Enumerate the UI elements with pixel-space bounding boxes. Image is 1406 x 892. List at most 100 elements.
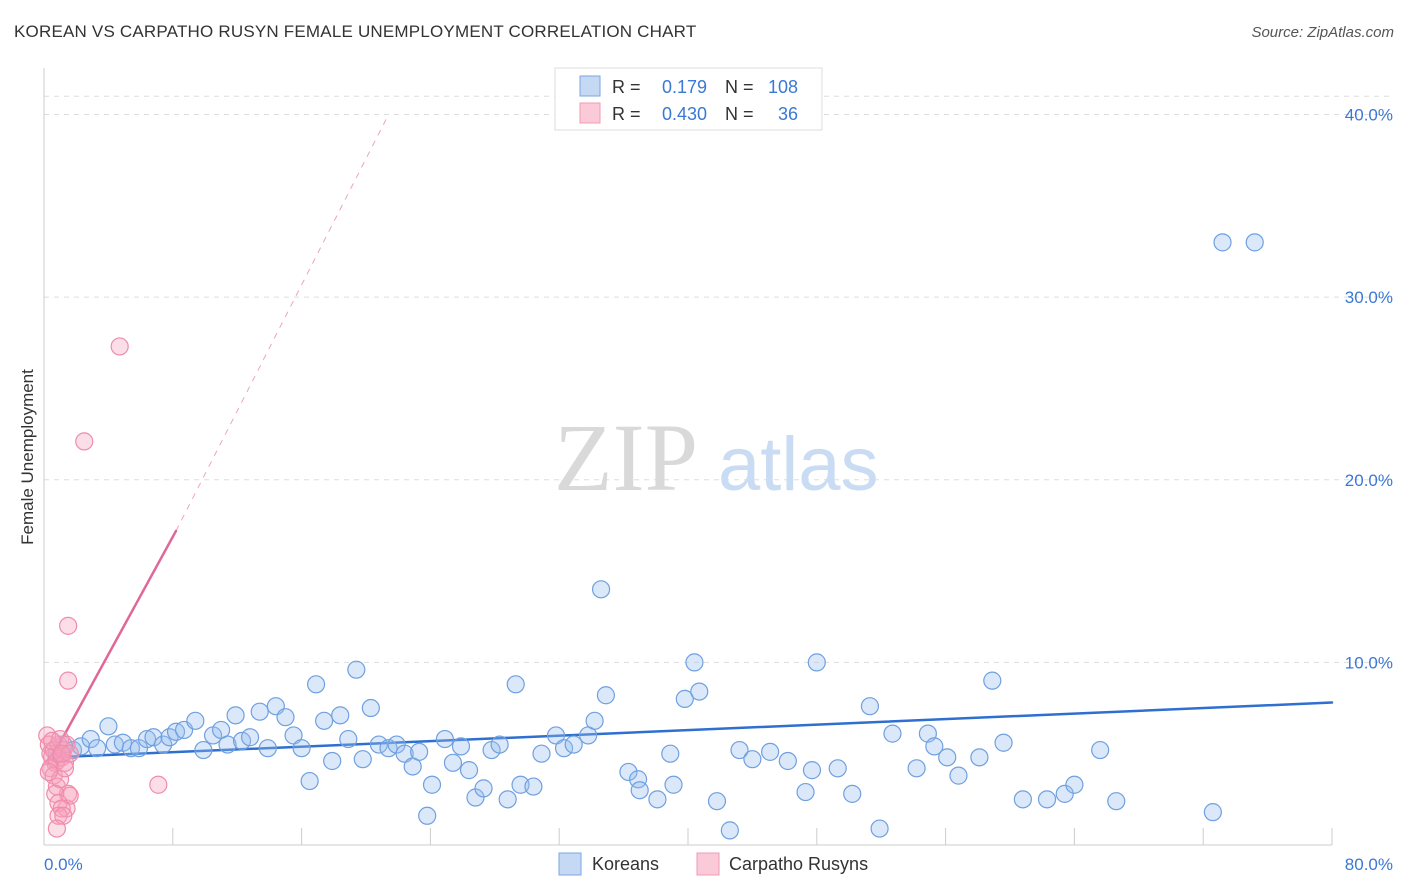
point-koreans-103 (1055, 784, 1074, 803)
stats-n-label-koreans: N = (725, 77, 754, 97)
point-koreans-62 (524, 777, 543, 796)
point-carpatho-rusyns-34 (39, 762, 58, 782)
point-koreans-41 (353, 750, 372, 769)
y-axis-label: Female Unemployment (18, 369, 37, 545)
point-koreans-70 (619, 762, 638, 782)
point-koreans-75 (664, 775, 683, 794)
point-carpatho-rusyns-30 (75, 432, 94, 451)
grid-lines (44, 95, 1392, 663)
point-koreans-1 (1245, 233, 1264, 252)
point-koreans-15 (144, 728, 163, 747)
watermark: ZIP atlas (554, 404, 879, 511)
point-koreans-100 (994, 733, 1013, 752)
point-carpatho-rusyns-33 (42, 731, 62, 751)
chart-title: KOREAN VS CARPATHO RUSYN FEMALE UNEMPLOY… (14, 22, 697, 41)
legend-swatch-koreans (558, 852, 582, 876)
trend-lines (50, 114, 1334, 759)
y-tick-label-10: 10.0% (1345, 653, 1393, 672)
point-koreans-24 (218, 735, 237, 754)
point-koreans-36 (315, 711, 334, 730)
watermark-zip: ZIP (554, 404, 698, 511)
point-carpatho-rusyns-35 (52, 744, 71, 763)
point-carpatho-rusyns-25 (47, 819, 66, 838)
stats-swatch-carpatho-rusyns (579, 102, 601, 124)
point-koreans-28 (250, 702, 269, 721)
point-carpatho-rusyns-19 (60, 786, 79, 805)
point-koreans-76 (675, 689, 694, 709)
point-koreans-20 (186, 711, 205, 730)
watermark-atlas: atlas (718, 422, 879, 507)
point-koreans-107 (1203, 803, 1222, 822)
point-koreans-97 (949, 766, 968, 785)
point-koreans-46 (395, 744, 414, 763)
point-koreans-35 (306, 675, 326, 694)
point-koreans-51 (435, 729, 454, 749)
stats-r-value-koreans: 0.179 (662, 77, 707, 97)
point-koreans-7 (81, 729, 100, 749)
stats-r-label-koreans: R = (612, 77, 641, 97)
stats-n-value-koreans: 108 (768, 77, 798, 97)
point-koreans-79 (707, 792, 727, 811)
point-koreans-6 (71, 737, 91, 756)
point-koreans-92 (883, 724, 902, 743)
x-ticks (43, 828, 1333, 845)
point-koreans-104 (1065, 775, 1084, 794)
point-koreans-84 (778, 751, 797, 771)
point-koreans-21 (194, 740, 213, 760)
point-koreans-42 (361, 698, 380, 718)
point-koreans-69 (596, 686, 615, 705)
point-koreans-0 (1213, 233, 1232, 252)
point-koreans-34 (300, 771, 319, 791)
point-koreans-83 (761, 742, 780, 761)
y-tick-label-20: 20.0% (1345, 471, 1393, 490)
point-carpatho-rusyns-15 (50, 770, 70, 789)
y-tick-labels: 10.0% 20.0% 30.0% 40.0% (1345, 106, 1393, 673)
y-tick-label-30: 30.0% (1345, 288, 1393, 307)
trend-line-koreans (50, 701, 1334, 759)
point-koreans-73 (648, 790, 667, 809)
point-koreans-102 (1037, 790, 1057, 809)
point-koreans-27 (240, 728, 260, 747)
stats-swatch-koreans (579, 75, 601, 97)
point-carpatho-rusyns-32 (149, 775, 168, 794)
stats-r-value-carpatho-rusyns: 0.430 (662, 104, 707, 124)
y-tick-label-40: 40.0% (1345, 106, 1393, 125)
point-koreans-74 (661, 744, 680, 763)
point-koreans-68 (585, 711, 604, 730)
point-koreans-33 (292, 739, 311, 758)
point-koreans-16 (154, 735, 173, 754)
point-koreans-85 (796, 782, 815, 802)
point-koreans-43 (369, 735, 388, 754)
data-points (38, 233, 1264, 840)
point-koreans-89 (843, 784, 862, 803)
point-koreans-106 (1107, 792, 1126, 811)
point-koreans-72 (630, 781, 649, 800)
point-carpatho-rusyns-29 (59, 616, 78, 635)
point-koreans-95 (925, 737, 944, 756)
point-koreans-78 (690, 682, 709, 701)
stats-legend: R = 0.179 N = 108 R = 0.430 N = 36 (554, 67, 823, 131)
point-koreans-66 (564, 735, 583, 754)
point-koreans-53 (451, 737, 471, 756)
point-koreans-14 (137, 729, 157, 749)
point-koreans-31 (276, 708, 295, 727)
point-koreans-49 (418, 806, 437, 825)
point-carpatho-rusyns-31 (110, 337, 129, 356)
trend-line-carpatho-rusyns (50, 529, 178, 759)
stats-n-label-carpatho-rusyns: N = (725, 104, 754, 124)
point-koreans-99 (983, 671, 1002, 690)
point-koreans-93 (907, 759, 926, 778)
x-tick-label-min: 0.0% (44, 855, 83, 874)
point-koreans-81 (730, 740, 749, 760)
stats-n-value-carpatho-rusyns: 36 (778, 104, 798, 124)
point-koreans-52 (443, 753, 463, 772)
trend-extension-carpatho-rusyns (175, 114, 389, 532)
point-koreans-32 (284, 726, 303, 745)
point-koreans-37 (323, 751, 342, 771)
point-koreans-40 (347, 660, 366, 679)
point-koreans-56 (474, 779, 493, 798)
point-koreans-59 (498, 790, 517, 809)
point-koreans-63 (532, 744, 551, 763)
series-legend: Koreans Carpatho Rusyns (558, 852, 868, 876)
point-koreans-82 (743, 750, 762, 769)
